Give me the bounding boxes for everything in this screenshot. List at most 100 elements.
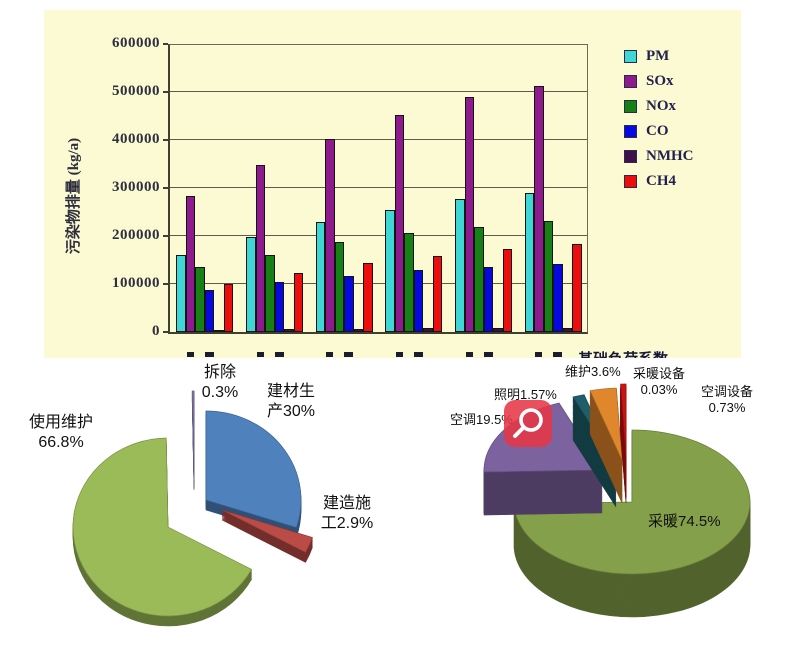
pie-slice-维护	[589, 387, 623, 504]
chart-legend: PM SOx NOx CO NMHC CH4	[624, 44, 694, 194]
legend-label: CO	[646, 123, 669, 139]
pie-slice-使用维护	[72, 437, 253, 627]
bar-CH4-group1	[223, 284, 234, 332]
gridline	[170, 91, 587, 92]
bar-NMHC-group5	[493, 328, 503, 332]
legend-item-PM: PM	[624, 44, 694, 69]
bar-CH4-group3	[363, 263, 373, 332]
y-tick-mark	[163, 91, 168, 93]
legend-item-CH4: CH4	[624, 169, 694, 194]
legend-label: NOx	[646, 98, 676, 114]
pie-slice-空调设备	[620, 383, 627, 500]
gridline	[170, 235, 587, 236]
bar-PM-group1	[176, 255, 186, 332]
bar-NMHC-group1	[214, 329, 224, 332]
bar-NMHC-group2	[284, 328, 294, 332]
legend-label: CH4	[646, 173, 676, 189]
y-tick-mark	[163, 43, 168, 45]
y-tick-mark	[163, 139, 168, 141]
y-tick-mark	[163, 283, 168, 285]
bar-SOx-group4	[394, 115, 405, 332]
bar-NOx-group6	[543, 221, 554, 332]
bar-CO-group4	[413, 270, 424, 332]
pie-right-label-ac-equipment: 空调设备 0.73%	[700, 384, 753, 416]
pie-left-label-materials: 建材生产30%	[266, 383, 316, 420]
pie-right-label-lighting: 照明1.57%	[494, 387, 557, 402]
x-axis-label-fragment	[186, 352, 194, 357]
bar-PM-group6	[524, 192, 535, 332]
x-axis-label-fragment	[256, 352, 264, 357]
bar-SOx-group6	[534, 86, 544, 332]
gridline	[170, 187, 587, 188]
pie-right-label-heating: 采暖74.5%	[648, 513, 721, 530]
legend-label: NMHC	[646, 148, 694, 164]
gridline	[170, 283, 587, 284]
bar-PM-group5	[455, 199, 465, 332]
bar-SOx-group5	[464, 96, 474, 332]
legend-item-NOx: NOx	[624, 94, 694, 119]
y-tick-label: 100000	[112, 275, 160, 291]
x-axis-label-fragment	[395, 352, 403, 357]
bar-SOx-group3	[325, 138, 335, 332]
legend-item-NMHC: NMHC	[624, 144, 694, 169]
pie-left-label-use-maintenance: 使用维护66.8%	[28, 414, 93, 451]
y-tick-label: 600000	[112, 35, 160, 51]
pie-chart-energy	[483, 383, 751, 618]
bar-SOx-group1	[185, 196, 196, 332]
legend-swatch-NMHC	[624, 150, 637, 163]
y-tick-label: 0	[152, 323, 160, 339]
legend-label: PM	[646, 48, 670, 64]
bar-CO-group5	[483, 266, 493, 332]
bar-chart-plot-area	[168, 44, 588, 334]
legend-swatch-PM	[624, 50, 637, 63]
legend-label: SOx	[646, 73, 674, 89]
bar-PM-group3	[315, 221, 326, 332]
y-tick-mark	[163, 187, 168, 189]
y-tick-label: 400000	[112, 131, 160, 147]
y-tick-mark	[163, 235, 168, 237]
x-axis-label-fragment	[326, 352, 334, 357]
legend-item-CO: CO	[624, 119, 694, 144]
y-tick-label: 500000	[112, 83, 160, 99]
bar-NMHC-group6	[562, 328, 573, 332]
bar-SOx-group2	[255, 164, 265, 332]
pie-right-label-ac: 空调19.5%	[450, 412, 513, 427]
bar-PM-group4	[385, 209, 395, 332]
pie-slice-建材生产	[205, 410, 302, 538]
y-tick-label: 300000	[112, 179, 160, 195]
y-tick-mark	[163, 331, 168, 333]
bar-NOx-group2	[265, 254, 275, 332]
bar-CH4-group2	[293, 272, 303, 332]
legend-swatch-CO	[624, 125, 637, 138]
bar-CO-group1	[204, 289, 215, 332]
bar-NOx-group1	[195, 266, 205, 332]
magnifier-icon	[513, 408, 543, 438]
legend-swatch-SOx	[624, 75, 637, 88]
pie-left-label-demolition: 拆除 0.3%	[201, 364, 239, 401]
x-axis-label-fragment	[413, 352, 423, 357]
pie-right-label-heating-equipment: 采暖设备 0.03%	[632, 366, 685, 398]
magnifier-zoom-badge[interactable]	[504, 400, 552, 447]
legend-item-SOx: SOx	[624, 69, 694, 94]
bar-CO-group6	[553, 264, 563, 332]
legend-swatch-NOx	[624, 100, 637, 113]
x-axis-label-fragment	[465, 352, 473, 357]
bar-CO-group2	[274, 282, 284, 332]
bar-CH4-group4	[432, 255, 443, 332]
y-tick-label: 200000	[112, 227, 160, 243]
pie-slice-建造施工	[221, 509, 313, 563]
pie-slice-拆除	[191, 390, 195, 491]
bar-NMHC-group4	[423, 328, 433, 332]
pie-chart-lifecycle	[72, 390, 313, 627]
bar-NOx-group3	[334, 242, 345, 332]
bar-NOx-group5	[474, 226, 484, 332]
pie-left-label-construction: 建造施工2.9%	[320, 495, 374, 532]
bar-chart-panel: 污染物排量 (kg/a) 0 100000 200000 300000 400000 50…	[44, 10, 741, 358]
bar-NOx-group4	[404, 233, 414, 332]
x-axis-label-fragment	[274, 352, 284, 357]
x-axis-label-fragment	[535, 352, 543, 357]
x-axis-corner-label: 基础负荷系数	[578, 348, 738, 358]
x-axis-label-fragment	[553, 352, 563, 357]
x-axis-label-fragment	[483, 352, 493, 357]
bar-CH4-group5	[502, 248, 512, 332]
